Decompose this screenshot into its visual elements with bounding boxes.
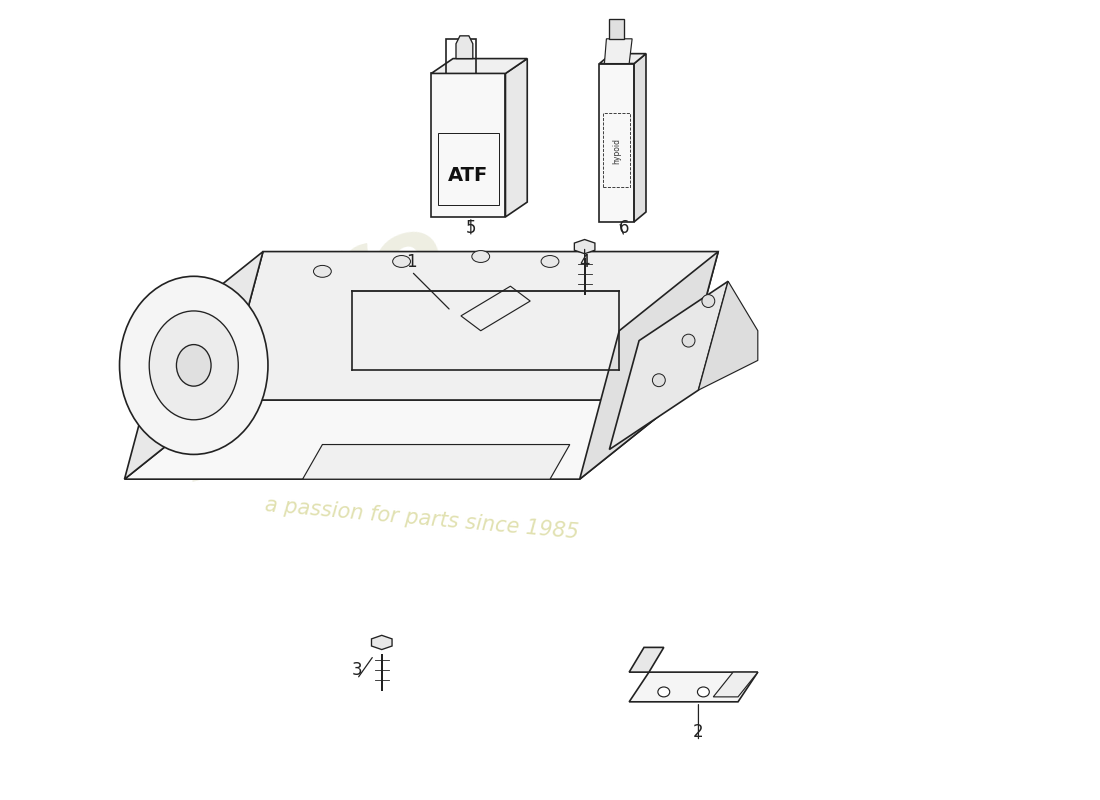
Polygon shape (506, 58, 527, 217)
Polygon shape (124, 251, 263, 479)
Polygon shape (574, 239, 595, 254)
Text: 4: 4 (580, 254, 590, 271)
Text: 2: 2 (693, 723, 704, 742)
Text: 1: 1 (406, 254, 417, 271)
Ellipse shape (176, 345, 211, 386)
Text: 3: 3 (352, 661, 362, 679)
Ellipse shape (658, 687, 670, 697)
Ellipse shape (393, 255, 410, 267)
Polygon shape (600, 54, 646, 63)
Polygon shape (609, 282, 728, 450)
Ellipse shape (652, 374, 666, 386)
Ellipse shape (541, 255, 559, 267)
Ellipse shape (314, 266, 331, 278)
Polygon shape (124, 400, 679, 479)
Ellipse shape (150, 311, 239, 420)
Polygon shape (698, 282, 758, 390)
Polygon shape (431, 58, 527, 74)
Polygon shape (629, 672, 758, 702)
Text: a passion for parts since 1985: a passion for parts since 1985 (264, 495, 579, 542)
Text: euro
Parts: euro Parts (136, 198, 508, 504)
Ellipse shape (702, 294, 715, 307)
Text: ATF: ATF (448, 166, 488, 185)
Polygon shape (609, 19, 624, 39)
Ellipse shape (120, 276, 268, 454)
Polygon shape (431, 74, 506, 217)
Polygon shape (223, 251, 718, 400)
Ellipse shape (697, 687, 710, 697)
Ellipse shape (682, 334, 695, 347)
Polygon shape (634, 54, 646, 222)
Text: hypoid: hypoid (613, 138, 621, 164)
Text: 6: 6 (619, 218, 629, 237)
Polygon shape (713, 672, 758, 697)
Polygon shape (629, 647, 663, 672)
Polygon shape (604, 39, 632, 63)
Polygon shape (372, 635, 392, 650)
Polygon shape (302, 445, 570, 479)
Text: 5: 5 (465, 218, 476, 237)
Ellipse shape (472, 250, 490, 262)
Polygon shape (456, 36, 473, 58)
Polygon shape (600, 63, 634, 222)
Polygon shape (580, 251, 718, 479)
